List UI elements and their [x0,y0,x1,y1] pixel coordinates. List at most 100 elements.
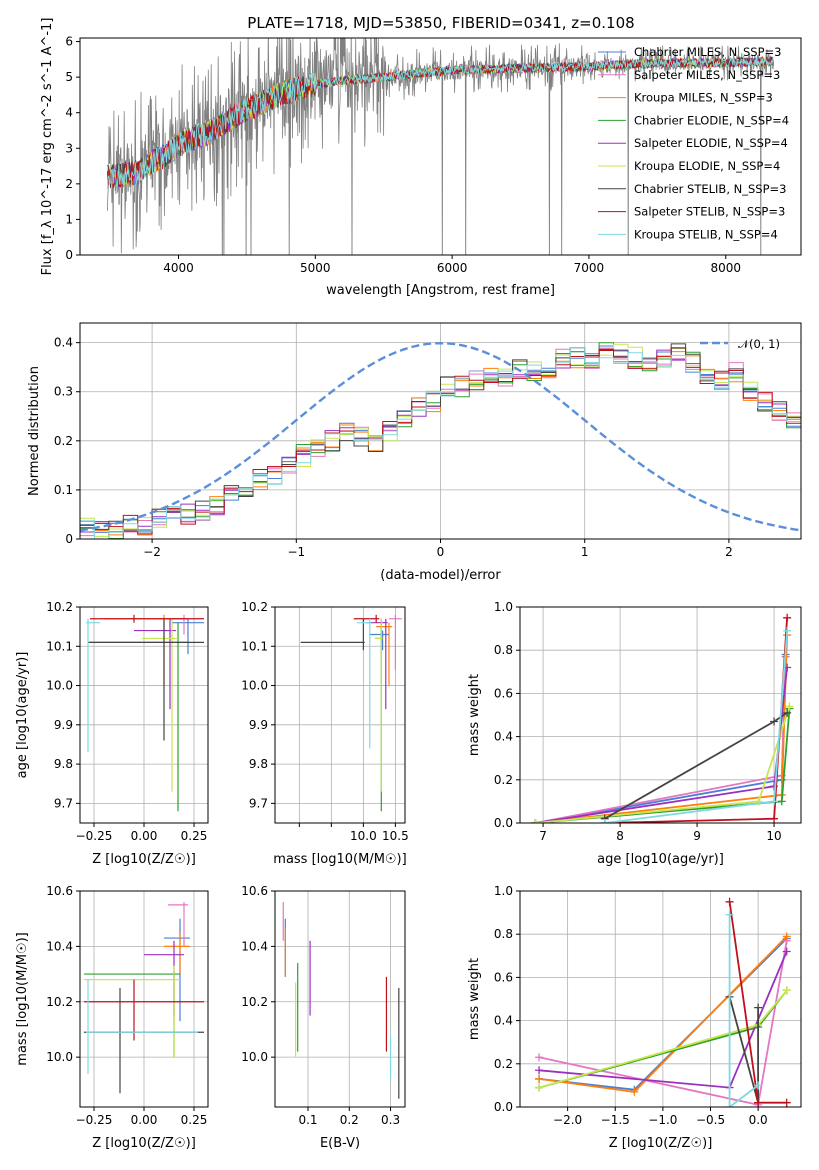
legend-label: Salpeter ELODIE, N_SSP=4 [634,136,788,150]
x-axis-label: Z [log10(Z/Z☉)] [92,1136,196,1151]
y-tick-label: 9.8 [54,757,73,771]
observed-spectrum [107,38,774,255]
x-tick-label: 1 [581,545,589,559]
weight-line-4 [535,667,788,823]
x-tick-label: −0.25 [76,829,113,843]
x-axis-label: Z [log10(Z/Z☉)] [609,1136,713,1151]
legend-label: Kroupa ELODIE, N_SSP=4 [634,159,780,173]
y-tick-label: 1 [65,212,73,226]
y-tick-label: 0.4 [494,730,513,744]
x-tick-label: 0 [437,545,445,559]
y-axis-label: Normed distribution [27,366,42,496]
age_vs_mass-frame [274,606,406,824]
y-tick-label: 9.7 [249,796,268,810]
x-axis-label: E(B-V) [320,1136,360,1151]
weight-marker [725,910,734,919]
y-tick-label: 1.0 [494,600,513,614]
legend-label: Chabrier MILES, N_SSP=3 [634,45,781,59]
x-axis-label: age [log10(age/yr)] [597,852,724,867]
weight-marker [783,708,792,717]
y-tick-label: 6 [65,35,73,49]
y-tick-label: 0.2 [494,773,513,787]
x-tick-label: 0.3 [381,1113,400,1127]
y-tick-label: 5 [65,70,73,84]
x-tick-label: 6000 [437,261,468,275]
weight-line-3 [535,708,791,823]
x-tick-label: 10.0 [350,829,377,843]
gaussian-curve [80,341,801,532]
x-tick-label: 4000 [163,261,194,275]
weight-line-8 [728,914,759,1107]
figure-title: PLATE=1718, MJD=53850, FIBERID=0341, z=0… [247,14,634,32]
x-tick-label: −2.0 [553,1113,582,1127]
y-tick-label: 0.4 [494,1014,513,1028]
histogram-series-8 [80,347,801,539]
age_vs_mass-axes [271,606,405,827]
weight-marker [777,797,786,806]
weight-line-6 [728,996,759,1103]
x-tick-label: 2 [725,545,733,559]
y-tick-label: 10.0 [241,679,268,693]
y-tick-label: 0.6 [494,970,513,984]
weight-marker [770,797,779,806]
y-tick-label: 10.4 [46,939,73,953]
legend-label: Kroupa MILES, N_SSP=3 [634,91,773,105]
x-tick-label: 10 [766,829,781,843]
y-tick-label: 3 [65,141,73,155]
y-tick-label: 0 [65,532,73,546]
weight_vs_age-axes [516,606,801,827]
x-tick-label: 9 [693,829,701,843]
y-tick-label: 10.2 [241,995,268,1009]
weight-marker [782,932,791,941]
x-tick-label: 7 [539,829,547,843]
mass_vs_ebv-points [282,902,400,1099]
y-tick-label: 10.0 [241,1050,268,1064]
weight-marker [783,626,792,635]
x-tick-label: 0.1 [298,1113,317,1127]
histogram-series-5 [80,343,801,537]
y-tick-label: 9.9 [249,718,268,732]
weight-line-0 [535,654,787,823]
y-axis-label: mass [log10(M/M☉)] [15,932,30,1065]
y-tick-label: 1.0 [494,884,513,898]
weight-marker [754,1003,763,1012]
y-tick-label: 0.0 [494,1100,513,1114]
y-axis-label: mass weight [467,674,482,756]
x-axis-label: wavelength [Angstrom, rest frame] [326,283,555,298]
y-tick-label: 0.2 [494,1057,513,1071]
weight_vs_age-series [531,613,794,823]
y-tick-label: 9.8 [249,757,268,771]
y-tick-label: 10.1 [46,639,73,653]
y-tick-label: 0.3 [54,385,73,399]
weight-marker [782,986,791,995]
weight-marker [770,814,779,823]
y-tick-label: 0.8 [494,643,513,657]
weight-marker [535,1066,544,1075]
legend-label: Chabrier ELODIE, N_SSP=4 [634,113,789,127]
weight-line-5 [535,706,791,823]
x-axis-label: mass [log10(M/M☉)] [273,852,406,867]
weight-marker [770,717,779,726]
weight-marker [782,1098,791,1107]
y-tick-label: 10.2 [46,995,73,1009]
weight-marker [725,1103,734,1107]
legend-label: 𝒩(0, 1) [738,337,780,351]
weight_vs_Z-series [535,897,791,1107]
y-tick-label: 10.1 [241,639,268,653]
legend-label: Chabrier STELIB, N_SSP=3 [634,182,786,196]
legend-label: Salpeter MILES, N_SSP=3 [634,68,780,82]
y-tick-label: 9.9 [54,718,73,732]
y-tick-label: 10.0 [46,1050,73,1064]
x-tick-label: −1.5 [601,1113,630,1127]
x-tick-label: −1 [287,545,305,559]
y-tick-label: 10.4 [241,939,268,953]
y-axis-label: mass weight [467,958,482,1040]
y-tick-label: 10.0 [46,679,73,693]
y-tick-label: 4 [65,106,73,120]
weight-marker [535,1053,544,1062]
spectrum-lines [106,38,774,255]
age_vs_Z-points [86,614,204,812]
x-axis-label: (data-model)/error [380,568,501,583]
histogram-series-0 [80,345,801,533]
